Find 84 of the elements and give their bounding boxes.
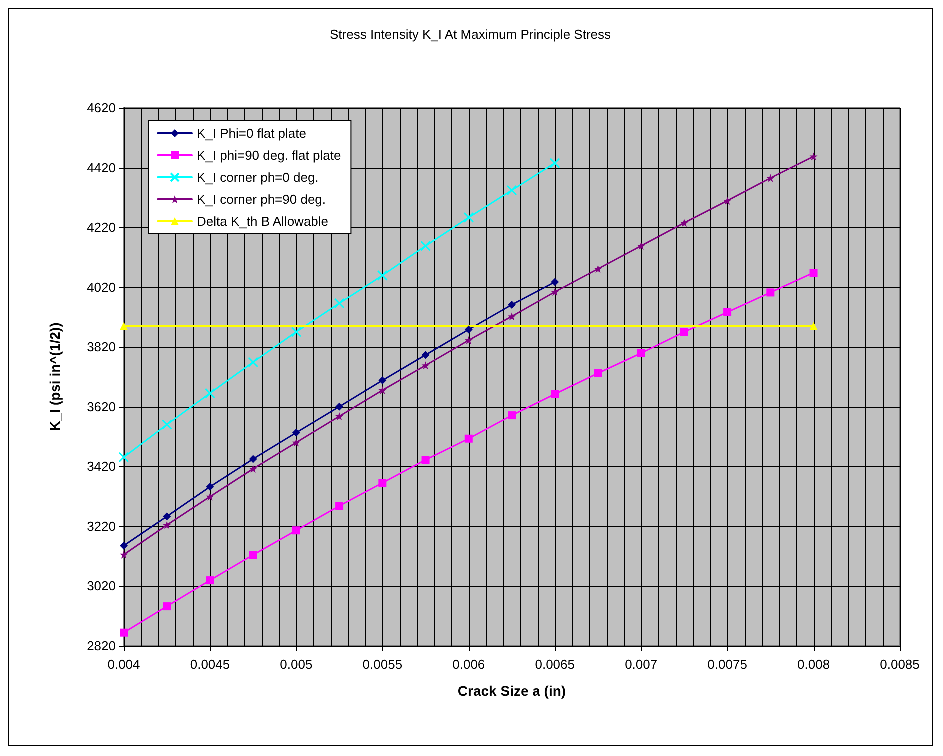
point (206, 492, 214, 501)
point (508, 300, 516, 309)
point (378, 376, 387, 385)
point (810, 268, 818, 277)
x-tick-label: 0.008 (798, 657, 830, 672)
point (680, 219, 688, 228)
point (724, 308, 732, 316)
point (248, 357, 259, 368)
point (162, 420, 172, 430)
y-tick-label: 4420 (87, 160, 116, 176)
point (378, 479, 387, 488)
x-tick-label: 0.0055 (362, 657, 403, 672)
point (637, 242, 646, 250)
y-axis-title: K_I (psi in^(1/2)) (47, 322, 63, 432)
y-tick-label: 3020 (87, 578, 116, 594)
point (594, 265, 602, 274)
x-tick-label: 0.007 (625, 657, 658, 672)
point (206, 482, 214, 491)
point (291, 326, 302, 338)
y-tick-label: 4020 (87, 280, 116, 295)
point (508, 412, 516, 420)
point (334, 298, 345, 309)
point (292, 428, 300, 437)
point (118, 452, 130, 463)
point (594, 369, 602, 378)
point (550, 158, 560, 169)
y-tick-label: 4220 (87, 220, 116, 236)
point (336, 502, 344, 510)
x-tick-label: 0.0075 (708, 657, 748, 672)
point (766, 288, 775, 297)
point (249, 551, 258, 560)
point (422, 351, 430, 360)
point (249, 465, 258, 474)
point (506, 185, 518, 196)
point (420, 240, 432, 252)
point (766, 174, 775, 182)
y-tick-label: 4620 (87, 100, 116, 116)
point (163, 602, 172, 611)
point (204, 388, 216, 399)
y-tick-label: 3820 (87, 340, 116, 355)
point (292, 526, 300, 535)
legend-label: K_I corner ph=90 deg. (197, 192, 326, 207)
y-tick-label: 3620 (87, 399, 116, 414)
point (336, 412, 344, 420)
x-tick-label: 0.0065 (535, 657, 575, 672)
point (551, 390, 560, 398)
point (163, 512, 172, 521)
point (464, 336, 473, 345)
chart-title: Stress Intensity K_I At Maximum Principle Stress (330, 27, 612, 42)
point (680, 328, 688, 336)
legend-label: K_I Phi=0 flat plate (197, 126, 306, 141)
x-tick-label: 0.0045 (190, 657, 230, 672)
point (724, 196, 732, 205)
point (508, 312, 516, 321)
legend-label: Delta K_th B Allowable (197, 214, 329, 229)
point (120, 628, 128, 637)
point (378, 386, 387, 394)
point (120, 542, 128, 550)
point (551, 288, 560, 296)
point (292, 438, 300, 447)
point (422, 456, 430, 464)
y-tick-label: 3420 (87, 459, 116, 474)
y-tick-label: 3220 (87, 518, 116, 534)
point (422, 362, 430, 370)
point (464, 212, 474, 223)
point (464, 434, 473, 443)
point (120, 550, 128, 559)
x-tick-label: 0.0085 (880, 657, 920, 672)
point (163, 521, 172, 530)
point (637, 349, 646, 358)
legend-label: K_I phi=90 deg. flat plate (197, 148, 342, 163)
x-axis-title: Crack Size a (in) (458, 683, 566, 699)
y-tick-label: 2820 (87, 638, 116, 654)
x-tick-label: 0.006 (452, 657, 486, 672)
point (336, 402, 344, 411)
legend-label: K_I corner ph=0 deg. (197, 170, 319, 185)
point (377, 270, 388, 281)
x-tick-label: 0.005 (280, 657, 313, 672)
x-tick-label: 0.004 (108, 657, 140, 672)
point (551, 278, 560, 286)
point (810, 152, 818, 161)
point (464, 326, 473, 334)
point (249, 455, 258, 464)
point (206, 576, 214, 585)
